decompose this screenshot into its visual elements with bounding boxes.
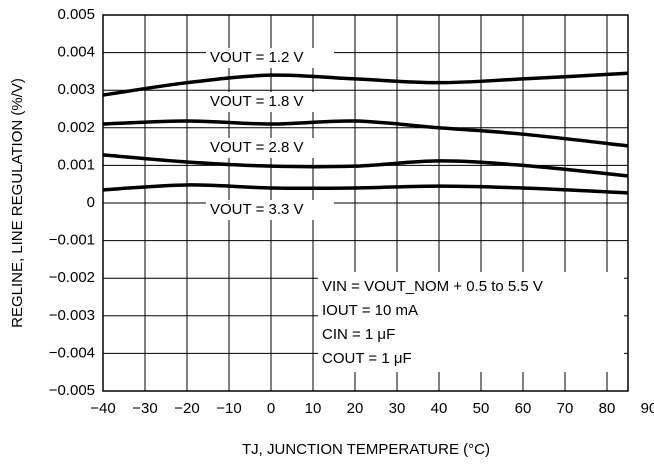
x-axis-label: TJ, JUNCTION TEMPERATURE (°C) xyxy=(242,441,490,458)
y-tick-label: −0.001 xyxy=(49,232,95,249)
y-tick-label: −0.005 xyxy=(49,382,95,399)
y-tick-label: 0.003 xyxy=(57,81,95,98)
label-bg xyxy=(206,48,334,68)
x-tick-label: 60 xyxy=(515,400,532,417)
x-tick-label: −20 xyxy=(174,400,199,417)
x-tick-label: −10 xyxy=(216,400,241,417)
line xyxy=(102,183,629,195)
y-tick-label: 0.004 xyxy=(57,44,95,61)
x-tick-label: 50 xyxy=(473,400,490,417)
y-tick-label: −0.004 xyxy=(49,344,95,361)
y-tick-label: −0.003 xyxy=(49,307,95,324)
x-tick-label: 70 xyxy=(557,400,574,417)
y-tick-label: 0.005 xyxy=(57,6,95,23)
y-tick-label: 0.002 xyxy=(57,119,95,136)
label-bg xyxy=(206,200,334,220)
x-tick-label: −30 xyxy=(132,400,157,417)
plot-frame xyxy=(102,14,629,392)
annotation: VIN = VOUT_NOM + 0.5 to 5.5 V xyxy=(322,278,543,295)
annotation-bg xyxy=(318,272,624,372)
annotation: CIN = 1 μF xyxy=(322,326,395,343)
x-tick-label: 10 xyxy=(305,400,322,417)
y-tick-label: 0 xyxy=(87,194,95,211)
line xyxy=(102,71,629,97)
y-tick-label: −0.002 xyxy=(49,269,95,286)
annotation: IOUT = 10 mA xyxy=(322,302,418,319)
annotation: COUT = 1 μF xyxy=(322,350,412,367)
x-tick-label: 40 xyxy=(431,400,448,417)
y-tick-label: 0.001 xyxy=(57,156,95,173)
y-axis-label: REGLINE, LINE REGULATION (%/V) xyxy=(9,78,26,328)
line xyxy=(102,119,629,148)
x-tick-label: 20 xyxy=(347,400,364,417)
x-tick-label: −40 xyxy=(90,400,115,417)
x-tick-label: 90 xyxy=(641,400,654,417)
label-bg xyxy=(206,138,334,158)
label-bg xyxy=(206,92,334,112)
series-label: VOUT = 3.3 V xyxy=(210,201,304,218)
x-tick-label: 80 xyxy=(599,400,616,417)
series-label: VOUT = 1.8 V xyxy=(210,93,304,110)
x-tick-label: 30 xyxy=(389,400,406,417)
series-label: VOUT = 2.8 V xyxy=(210,139,304,156)
series-label: VOUT = 1.2 V xyxy=(210,49,304,66)
x-tick-label: 0 xyxy=(267,400,275,417)
line xyxy=(102,153,629,178)
